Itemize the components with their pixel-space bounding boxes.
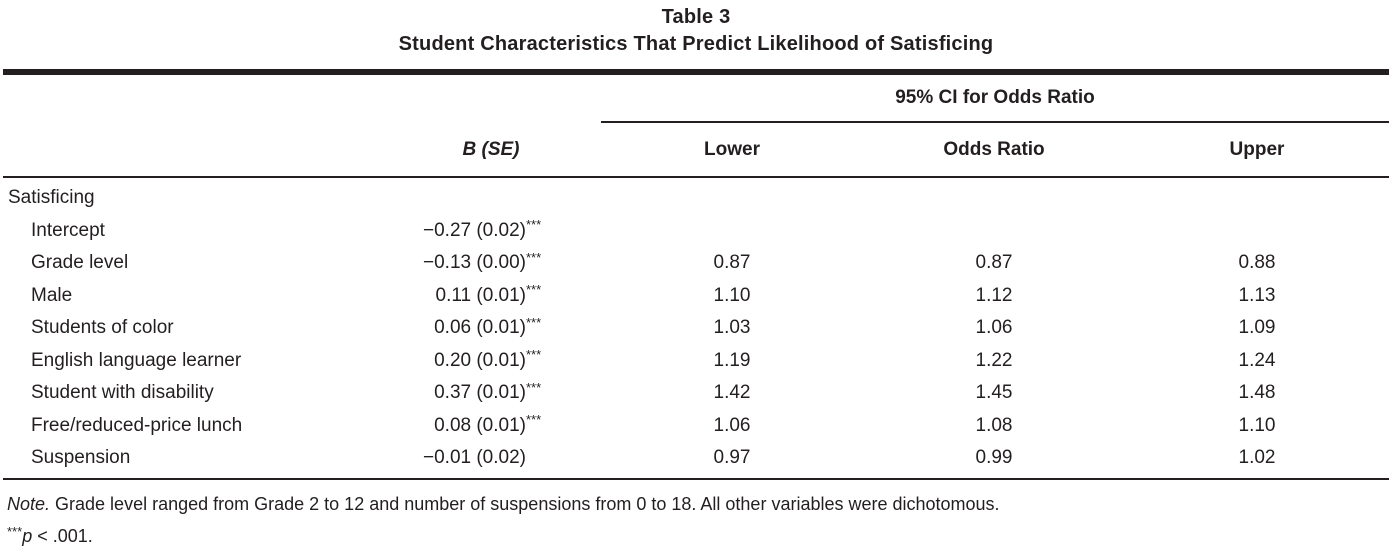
significance-note-stars: ***	[7, 523, 23, 539]
cell-upper: 1.09	[1238, 317, 1276, 339]
cell-lower: 1.06	[713, 414, 751, 436]
table-body: Satisficing Intercept −0.27 (0.02) *** Gr…	[3, 178, 1389, 480]
row-label: Intercept	[31, 219, 105, 241]
table-row: Intercept −0.27 (0.02) ***	[3, 215, 1389, 248]
table-row: Free/reduced-price lunch 0.08 (0.01) *** …	[3, 410, 1389, 443]
cell-bse: 0.11 (0.01) ***	[435, 282, 542, 306]
cell-bse: −0.01 (0.02)	[381, 447, 601, 469]
cell-odds-ratio: 1.12	[975, 284, 1013, 306]
row-label: Male	[31, 284, 73, 306]
bse-value: 0.08 (0.01)	[434, 414, 526, 436]
cell-upper: 0.88	[1238, 252, 1276, 274]
significance-note-threshold: < .001.	[32, 525, 93, 546]
table-row: Male 0.11 (0.01) *** 1.10 1.12 1.13	[3, 280, 1389, 313]
cell-lower: 1.10	[713, 284, 751, 306]
note-text: Grade level ranged from Grade 2 to 12 an…	[50, 493, 1000, 514]
cell-bse: −0.13 (0.00) ***	[423, 249, 542, 274]
cell-odds-ratio: 1.45	[975, 382, 1013, 404]
cell-lower: 1.19	[713, 349, 751, 371]
cell-bse: 0.20 (0.01) ***	[434, 347, 542, 371]
row-label: English language learner	[31, 349, 242, 371]
bse-value: 0.37 (0.01)	[434, 382, 526, 404]
cell-lower: 0.87	[713, 252, 751, 274]
cell-upper: 1.10	[1238, 414, 1276, 436]
section-label: Satisficing	[8, 187, 95, 209]
cell-odds-ratio: 0.99	[975, 447, 1013, 469]
spanner-header-label: 95% CI for Odds Ratio	[895, 87, 1095, 108]
bse-value: 0.20 (0.01)	[434, 349, 526, 371]
row-label: Students of color	[31, 317, 174, 339]
section-row: Satisficing	[3, 182, 1389, 215]
table-row: Suspension −0.01 (0.02) 0.97 0.99 1.02	[3, 442, 1389, 475]
cell-odds-ratio: 1.08	[975, 414, 1013, 436]
cell-odds-ratio: 1.06	[975, 317, 1013, 339]
cell-bse: −0.27 (0.02) ***	[423, 217, 542, 241]
table-row: English language learner 0.20 (0.01) *** …	[3, 345, 1389, 378]
bse-value: −0.27 (0.02)	[423, 219, 526, 241]
spanner-header: 95% CI for Odds Ratio	[601, 75, 1389, 123]
bse-value: 0.11 (0.01)	[435, 284, 526, 306]
significance-note-p: p	[22, 525, 33, 546]
table-notes: Note. Grade level ranged from Grade 2 to…	[3, 490, 1389, 550]
row-label: Free/reduced-price lunch	[31, 414, 243, 436]
cell-lower: 1.03	[713, 317, 751, 339]
cell-upper: 1.24	[1238, 349, 1276, 371]
table-caption-block: Table 3 Student Characteristics That Pre…	[3, 0, 1389, 58]
bse-value: 0.06 (0.01)	[434, 317, 526, 339]
general-note: Note. Grade level ranged from Grade 2 to…	[7, 490, 1389, 518]
col-header-bse: B (SE)	[462, 138, 520, 160]
table-row: Student with disability 0.37 (0.01) *** 1…	[3, 377, 1389, 410]
cell-bse: 0.08 (0.01) ***	[434, 412, 542, 436]
row-label: Suspension	[31, 447, 131, 469]
bse-value: −0.13 (0.00)	[423, 252, 526, 274]
col-header-odds-ratio: Odds Ratio	[943, 138, 1045, 160]
cell-odds-ratio: 1.22	[975, 349, 1013, 371]
cell-lower: 0.97	[713, 447, 751, 469]
top-rule	[3, 69, 1389, 75]
table-row: Students of color 0.06 (0.01) *** 1.03 1.…	[3, 312, 1389, 345]
cell-upper: 1.48	[1238, 382, 1276, 404]
column-header-row: B (SE) Lower Odds Ratio Upper	[3, 123, 1389, 178]
col-header-upper: Upper	[1229, 138, 1285, 160]
cell-odds-ratio: 0.87	[975, 252, 1013, 274]
table-number: Table 3	[661, 6, 731, 28]
row-label: Grade level	[31, 252, 129, 274]
col-header-lower: Lower	[704, 138, 760, 160]
bse-value: −0.01 (0.02)	[423, 447, 526, 469]
cell-bse: 0.37 (0.01) ***	[434, 379, 542, 404]
note-label: Note.	[7, 493, 51, 514]
table-title: Student Characteristics That Predict Lik…	[398, 33, 994, 55]
cell-bse: 0.06 (0.01) ***	[434, 314, 542, 339]
cell-upper: 1.02	[1238, 447, 1276, 469]
cell-lower: 1.42	[713, 382, 751, 404]
row-label: Student with disability	[31, 382, 214, 404]
significance-note: ***p < .001.	[7, 518, 1389, 550]
spanner-header-row: 95% CI for Odds Ratio	[3, 75, 1389, 123]
table-row: Grade level −0.13 (0.00) *** 0.87 0.87 0.…	[3, 247, 1389, 280]
cell-upper: 1.13	[1238, 284, 1276, 306]
